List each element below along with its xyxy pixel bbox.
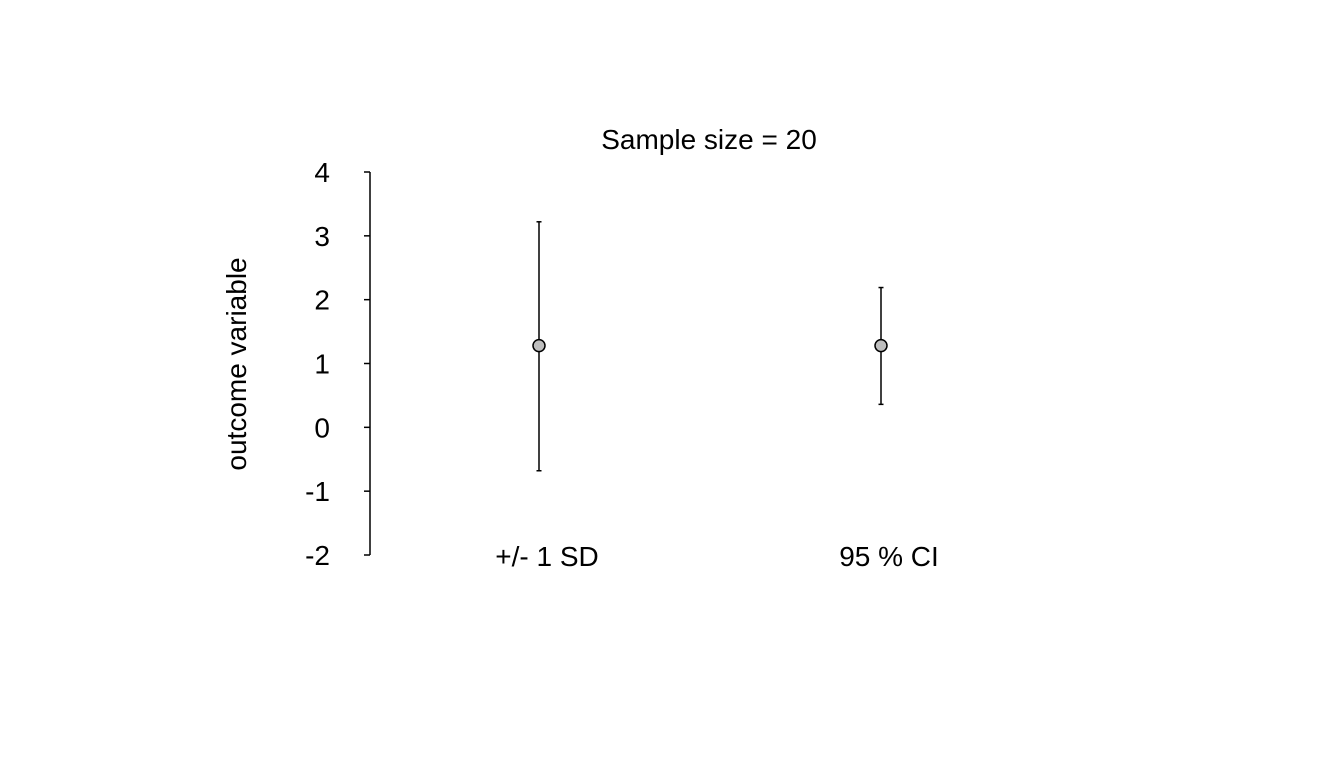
y-tick-label: -1	[305, 476, 330, 507]
chart-marks	[532, 221, 888, 472]
mean-point	[874, 338, 888, 353]
y-axis: -2 -1 0 1 2 3 4	[305, 157, 371, 571]
y-axis-label: outcome variable	[221, 257, 252, 470]
y-tick-label: 1	[314, 349, 330, 380]
category-label: +/- 1 SD	[495, 541, 598, 572]
y-tick-label: -2	[305, 540, 330, 571]
mean-point	[532, 338, 546, 353]
category-labels: +/- 1 SD 95 % CI	[495, 541, 939, 572]
chart-title: Sample size = 20	[601, 124, 817, 155]
y-tick-label: 2	[314, 285, 330, 316]
y-tick-label: 4	[314, 157, 330, 188]
y-tick-label: 3	[314, 221, 330, 252]
y-tick-label: 0	[314, 412, 330, 443]
category-label: 95 % CI	[839, 541, 939, 572]
